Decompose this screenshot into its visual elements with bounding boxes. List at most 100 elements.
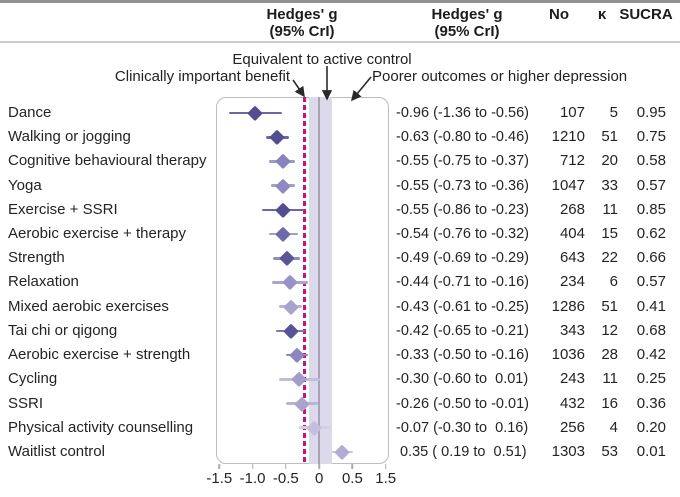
kappa-value: 16 — [601, 394, 618, 412]
row-label: Tai chi or qigong — [8, 321, 118, 339]
mean-diamond — [275, 226, 291, 242]
no-value: 1210 — [551, 128, 585, 146]
x-axis-tick — [351, 464, 354, 469]
kappa-value: 20 — [601, 152, 618, 170]
x-axis-tick — [285, 464, 287, 469]
no-value: 1303 — [551, 442, 585, 460]
effect-estimate-text: -0.54 (-0.76 to -0.32) — [396, 226, 529, 243]
effect-estimate-text: 0.35 ( 0.19 to 0.51) — [396, 443, 527, 460]
kappa-value: 51 — [601, 128, 618, 146]
x-axis-tick — [251, 464, 254, 469]
no-value: 243 — [559, 370, 585, 388]
effect-estimate-text: -0.30 (-0.60 to 0.01) — [396, 371, 529, 388]
sucra-value: 0.57 — [636, 176, 666, 194]
header-sucra-column: SUCRA — [619, 6, 673, 23]
clinical-benefit-threshold-line — [303, 97, 306, 464]
equivalence-band — [309, 97, 332, 464]
no-value: 268 — [559, 200, 585, 218]
sucra-value: 0.25 — [636, 370, 666, 388]
x-axis: -1.5 -1.0 -0.5 0 0.5 1.5 — [206, 464, 396, 494]
sucra-value: 0.41 — [636, 297, 666, 315]
mean-diamond — [275, 153, 290, 169]
sucra-value: 0.58 — [636, 152, 666, 170]
row-label: Cycling — [8, 370, 58, 388]
mean-diamond — [275, 202, 290, 218]
effect-estimate-text: -0.55 (-0.73 to -0.36) — [396, 177, 529, 194]
effect-estimate-text: -0.26 (-0.50 to -0.01) — [396, 395, 529, 412]
row-label: Relaxation — [8, 273, 79, 291]
mean-diamond — [275, 178, 290, 194]
no-value: 234 — [559, 273, 585, 291]
x-axis-tick — [318, 464, 320, 469]
row-label: Yoga — [8, 176, 42, 194]
row-label: Dance — [8, 104, 52, 121]
kappa-value: 11 — [602, 370, 618, 388]
no-value: 404 — [559, 225, 585, 243]
x-axis-tick — [384, 464, 387, 469]
sucra-value: 0.20 — [636, 418, 666, 436]
no-value: 643 — [559, 249, 585, 267]
no-value: 432 — [559, 394, 585, 412]
effect-estimate-text: -0.55 (-0.75 to -0.37) — [396, 153, 529, 170]
effect-estimate-text: -0.49 (-0.69 to -0.29) — [396, 250, 529, 267]
row-label: Aerobic exercise + therapy — [8, 225, 187, 243]
mean-diamond — [334, 444, 350, 460]
effect-estimate-text: -0.44 (-0.71 to -0.16) — [396, 274, 529, 291]
benefit-pointer-arrow — [292, 79, 305, 98]
x-axis-tick-label: -1.0 — [239, 470, 266, 487]
row-label: Cognitive behavioural therapy — [8, 152, 207, 170]
no-value: 1286 — [551, 297, 585, 315]
header-no-column: No — [549, 6, 569, 23]
effect-estimate-text: -0.96 (-1.36 to -0.56) — [396, 105, 529, 121]
kappa-value: 15 — [601, 225, 618, 243]
effect-estimate-text: -0.63 (-0.80 to -0.46) — [396, 129, 529, 146]
kappa-value: 12 — [601, 321, 618, 339]
mean-diamond — [269, 129, 285, 145]
kappa-value: 4 — [609, 418, 618, 436]
sucra-value: 0.62 — [636, 225, 666, 243]
sucra-value: 0.36 — [636, 394, 666, 412]
sucra-value: 0.75 — [636, 128, 666, 146]
header-kappa-column: κ — [597, 6, 607, 23]
x-axis-tick-label: 0.5 — [341, 470, 363, 487]
zero-reference-line — [318, 97, 320, 464]
no-value: 256 — [559, 418, 585, 436]
kappa-value: 51 — [601, 297, 618, 315]
mean-diamond — [279, 250, 294, 266]
no-value: 1047 — [551, 176, 585, 194]
row-label: Aerobic exercise + strength — [8, 346, 191, 364]
annotation-poorer: Poorer outcomes or higher depression — [372, 68, 628, 85]
sucra-value: 0.66 — [636, 249, 666, 267]
row-label: SSRI — [8, 394, 44, 412]
effect-estimate-text: -0.43 (-0.61 to -0.25) — [396, 298, 529, 315]
kappa-value: 22 — [601, 249, 618, 267]
no-value: 1036 — [551, 346, 585, 364]
x-axis-tick — [218, 464, 221, 469]
mean-diamond — [282, 275, 298, 290]
header-divider — [0, 41, 680, 43]
mean-diamond — [294, 396, 310, 411]
row-label: Strength — [8, 249, 65, 267]
no-value: 343 — [559, 321, 585, 339]
no-value: 712 — [559, 152, 585, 170]
sucra-value: 0.68 — [636, 321, 666, 339]
annotation-equivalent: Equivalent to active control — [232, 51, 412, 68]
mean-diamond — [283, 323, 299, 339]
effect-estimate-text: -0.42 (-0.65 to -0.21) — [396, 322, 529, 339]
row-label: Mixed aerobic exercises — [8, 297, 169, 315]
effect-estimate-text: -0.33 (-0.50 to -0.16) — [396, 347, 529, 364]
kappa-value: 6 — [609, 273, 618, 291]
kappa-value: 5 — [609, 104, 618, 121]
sucra-value: 0.01 — [636, 442, 666, 460]
sucra-value: 0.57 — [636, 273, 666, 291]
kappa-value: 33 — [601, 176, 618, 194]
row-label: Waitlist control — [8, 442, 105, 460]
annotation-benefit: Clinically important benefit — [114, 68, 290, 85]
kappa-value: 28 — [601, 346, 618, 364]
row-label: Walking or jogging — [8, 128, 131, 146]
plot-area — [216, 97, 389, 464]
no-value: 107 — [559, 104, 585, 121]
header-effect-column: Hedges' g (95% CrI) — [431, 6, 503, 40]
top-divider — [0, 0, 680, 3]
